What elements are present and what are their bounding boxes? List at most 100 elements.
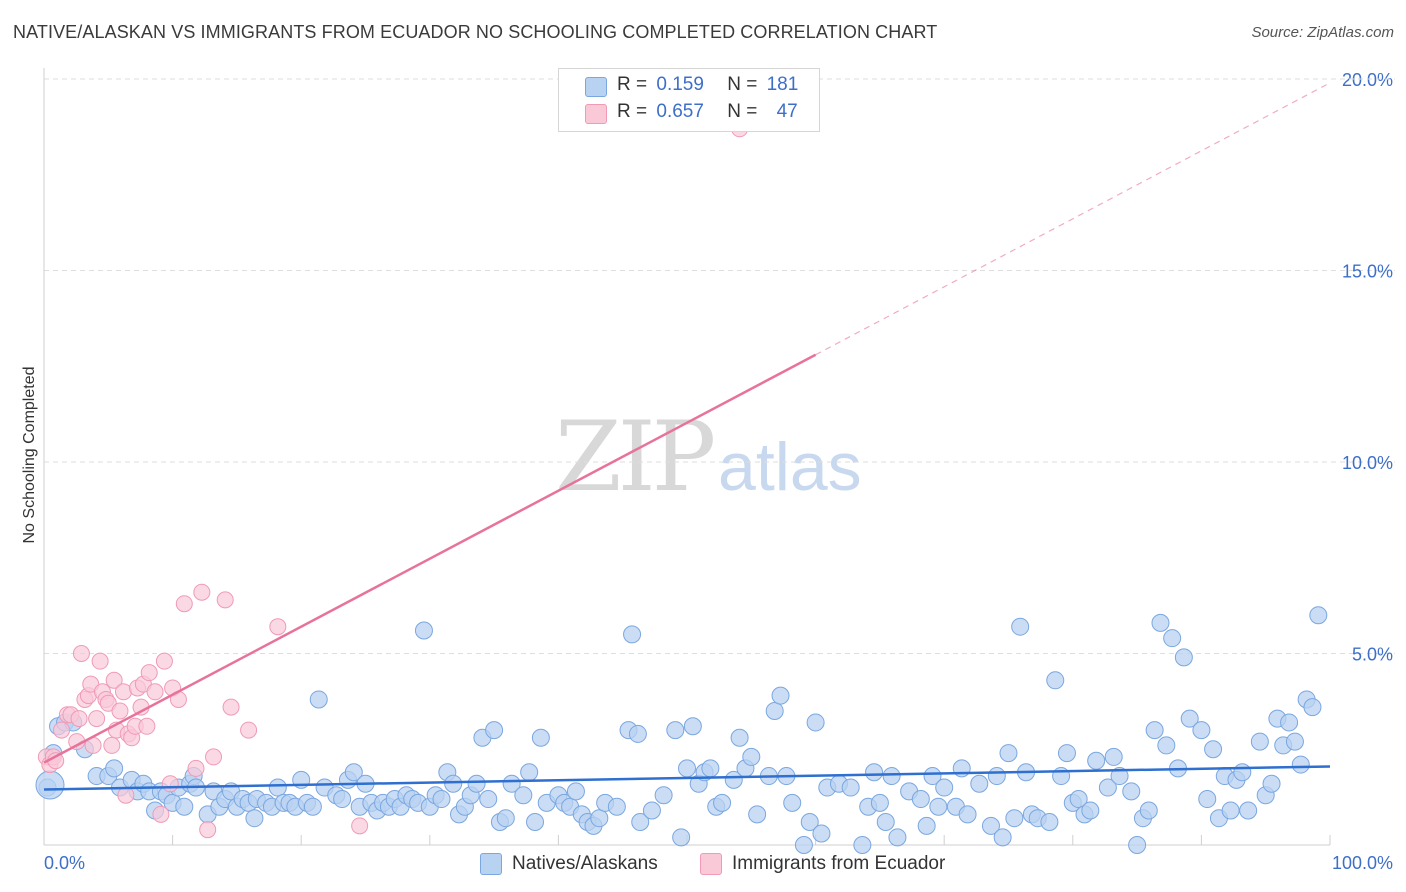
point-ecuador	[222, 698, 240, 716]
source-label: Source: ZipAtlas.com	[1251, 24, 1394, 41]
point-natives	[642, 801, 661, 820]
legend-ecuador-swatch	[700, 853, 722, 875]
point-ecuador	[91, 652, 109, 670]
point-natives	[672, 828, 691, 847]
point-ecuador	[175, 595, 193, 613]
point-natives	[1046, 671, 1065, 690]
point-natives	[344, 763, 363, 782]
point-ecuador	[138, 717, 156, 735]
point-natives	[958, 805, 977, 824]
point-natives	[514, 786, 533, 805]
point-natives	[628, 724, 647, 743]
point-natives	[1145, 721, 1164, 740]
point-natives	[701, 759, 720, 778]
natives-n-label: N =	[727, 74, 758, 95]
point-natives	[414, 621, 433, 640]
point-natives	[987, 767, 1006, 786]
ecuador-n-label: N =	[727, 101, 758, 122]
point-natives	[531, 728, 550, 747]
point-natives	[771, 686, 790, 705]
point-natives	[654, 786, 673, 805]
legend-natives-label: Natives/Alaskans	[512, 853, 658, 874]
ecuador-n-value: 47	[776, 101, 798, 122]
y-tick-label: 15.0%	[1342, 262, 1393, 282]
point-natives	[1011, 617, 1030, 636]
point-ecuador	[103, 736, 121, 754]
point-natives	[1221, 801, 1240, 820]
point-ecuador	[199, 821, 217, 839]
point-natives	[806, 713, 825, 732]
point-natives	[1040, 813, 1059, 832]
point-natives	[105, 759, 124, 778]
point-natives	[1057, 744, 1076, 763]
point-ecuador	[140, 664, 158, 682]
point-ecuador	[205, 748, 223, 766]
point-natives	[467, 774, 486, 793]
point-ecuador	[351, 817, 369, 835]
point-ecuador	[82, 675, 100, 693]
stats-legend: R = 0.159 N = 181 R = 0.657 N = 47	[558, 68, 820, 132]
point-natives	[333, 790, 352, 809]
point-natives	[730, 728, 749, 747]
point-natives	[876, 813, 895, 832]
point-natives	[1291, 755, 1310, 774]
point-natives	[1250, 732, 1269, 751]
y-tick-label: 20.0%	[1342, 70, 1393, 90]
point-natives	[1110, 767, 1129, 786]
point-natives	[303, 797, 322, 816]
natives-swatch	[585, 77, 607, 97]
point-natives	[444, 774, 463, 793]
point-natives	[748, 805, 767, 824]
ecuador-swatch	[585, 104, 607, 124]
watermark-atlas: atlas	[718, 429, 862, 505]
point-natives	[1285, 732, 1304, 751]
point-natives	[175, 797, 194, 816]
point-ecuador	[193, 583, 211, 601]
point-natives	[631, 813, 650, 832]
point-ecuador	[240, 721, 258, 739]
point-natives	[623, 625, 642, 644]
point-ecuador	[146, 683, 164, 701]
point-natives	[841, 778, 860, 797]
point-natives	[1122, 782, 1141, 801]
point-natives	[853, 836, 872, 854]
point-natives	[666, 721, 685, 740]
point-natives	[526, 813, 545, 832]
chart-title: NATIVE/ALASKAN VS IMMIGRANTS FROM ECUADO…	[13, 22, 938, 42]
point-natives	[865, 763, 884, 782]
x-tick-label-right: 100.0%	[1332, 853, 1393, 873]
point-ecuador	[70, 710, 88, 728]
point-ecuador	[72, 645, 90, 662]
point-natives	[245, 809, 264, 828]
point-natives	[1174, 648, 1193, 667]
point-natives	[607, 797, 626, 816]
point-natives	[929, 797, 948, 816]
natives-r-value: 0.159	[656, 74, 704, 95]
point-natives	[1081, 801, 1100, 820]
point-ecuador	[99, 694, 117, 712]
trend-ecuador-extended	[815, 82, 1331, 356]
point-natives	[1139, 801, 1158, 820]
point-ecuador	[111, 702, 129, 720]
point-natives	[678, 759, 696, 778]
point-natives	[999, 744, 1018, 763]
point-natives	[1098, 778, 1117, 797]
y-tick-label: 10.0%	[1342, 453, 1393, 473]
point-ecuador	[187, 759, 205, 777]
point-natives	[888, 828, 907, 847]
natives-n-value: 181	[766, 74, 799, 95]
point-natives	[1151, 613, 1170, 632]
point-natives	[590, 809, 609, 828]
point-ecuador	[105, 671, 123, 689]
point-natives	[309, 690, 328, 709]
point-natives	[432, 790, 451, 809]
point-natives	[502, 774, 521, 793]
point-natives	[1204, 740, 1223, 759]
point-ecuador	[117, 786, 135, 804]
point-natives	[923, 767, 942, 786]
legend-natives-swatch	[480, 853, 502, 875]
point-natives	[35, 770, 65, 800]
point-natives	[683, 717, 702, 736]
point-ecuador	[114, 683, 132, 701]
